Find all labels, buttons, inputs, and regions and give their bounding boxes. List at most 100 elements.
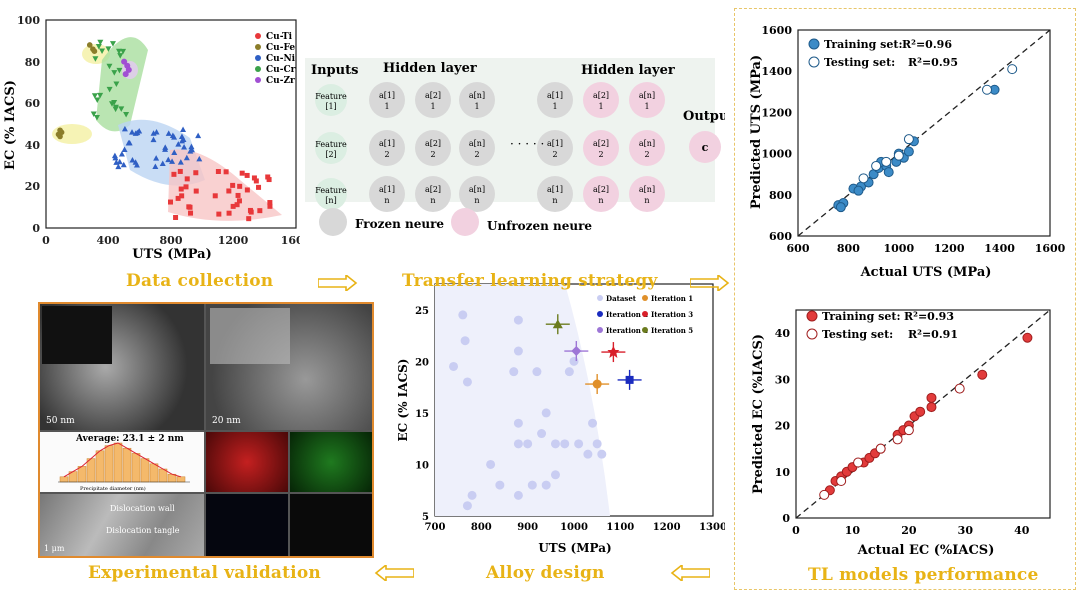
input-node-index: [1]: [325, 102, 336, 111]
ec-test-r2: R²=0.91: [908, 328, 958, 341]
iteration-point: [571, 346, 582, 357]
cu-ni-point: [196, 155, 203, 162]
stage-alloy-design: Alloy design: [486, 563, 605, 583]
cu-cr-point: [91, 93, 98, 99]
hidden-node-index: 2: [474, 150, 479, 159]
x-tick-label: 1600: [281, 234, 300, 247]
cu-cr-point: [105, 46, 112, 52]
histogram-bar: [95, 450, 105, 483]
x-tick-label: 800: [471, 522, 492, 533]
cu-ti-point: [173, 214, 179, 220]
y-tick-label: 10: [775, 466, 791, 479]
cu-ni-point: [180, 126, 187, 133]
hidden-node-label: a[1]: [379, 139, 395, 148]
hidden-node-label: a[2]: [425, 139, 441, 148]
cu-ti-point: [265, 174, 271, 180]
iteration-point: [607, 346, 620, 359]
hidden-node: [537, 176, 573, 212]
cu-ti-point: [266, 177, 272, 183]
cu-ti-point: [236, 198, 242, 204]
y-tick-label: 15: [415, 409, 429, 420]
tem-image-1: 50 nm: [40, 304, 204, 430]
legend-label: Cu-Fe: [266, 43, 295, 53]
ec-train-label: Training set:: [822, 310, 901, 323]
hidden-node-index: 1: [474, 102, 479, 111]
hidden-node: [537, 82, 573, 118]
input-node-index: [n]: [325, 196, 336, 205]
training-point: [1022, 332, 1033, 343]
cu-ti-point: [179, 193, 185, 199]
hidden-node-index: 2: [430, 150, 435, 159]
x-tick-label: 0: [42, 234, 50, 247]
testing-point: [871, 160, 882, 171]
input-node-index: [2]: [325, 150, 336, 159]
x-tick-label: 1300: [699, 522, 725, 533]
y-tick-label: 100: [17, 14, 40, 27]
cu-cr-point: [97, 39, 104, 46]
testing-point: [954, 383, 965, 394]
cu-ni-point: [178, 133, 185, 139]
x-tick-label: 1100: [606, 522, 634, 533]
cu-ti-point: [267, 203, 273, 209]
ec-parity-chart: 0 10 20 30 40 0 10 20 30 40 Training set: R²=0.93…: [751, 309, 1051, 558]
tl-models-panel: [734, 8, 1076, 590]
scatter-y-label: EC (% IACS): [3, 80, 18, 170]
training-point: [926, 392, 937, 403]
output-node: c: [702, 141, 709, 154]
hidden-node-index: 1: [644, 102, 649, 111]
legend-marker: [255, 44, 261, 50]
cu-ti-point: [215, 169, 221, 175]
x-tick-label: 1600: [1035, 242, 1066, 255]
x-tick-label: 1200: [218, 234, 249, 247]
x-tick-label: 800: [160, 234, 183, 247]
testing-point: [836, 476, 847, 487]
hidden-node-label: a[1]: [379, 185, 395, 194]
cu-fe-point: [57, 133, 63, 140]
stage-transfer-learning: Transfer learning strategy: [402, 271, 658, 291]
cu-ni-point: [129, 129, 136, 135]
hidden-node-label: a[1]: [547, 91, 563, 100]
x-tick-label: 30: [958, 524, 974, 537]
legend-marker: [597, 327, 603, 333]
hidden-node-label: a[2]: [425, 185, 441, 194]
histogram-bar: [77, 466, 87, 483]
cu-ti-point: [256, 184, 262, 190]
testing-point: [893, 150, 904, 161]
histogram-bar: [104, 445, 114, 483]
cu-ni-point: [188, 146, 195, 153]
ec-train-r2: R²=0.93: [904, 310, 954, 323]
cu-ni-point: [111, 152, 118, 159]
cu-ti-point: [188, 210, 194, 216]
hidden-node-index: n: [552, 196, 557, 205]
ec-x-label: Actual EC (%IACS): [857, 543, 995, 558]
cu-cr-point: [109, 41, 116, 47]
cu-ni-point: [133, 162, 140, 168]
hidden-node: [459, 176, 495, 212]
micrograph-collage: 50 nm 20 nm Average: 23.1 ± 2 nm Precipi…: [38, 302, 374, 558]
iteration-point: [625, 375, 634, 384]
x-tick-label: 900: [517, 522, 538, 533]
arrow-left-icon: [670, 565, 710, 581]
hidden-node: [537, 130, 573, 166]
testing-point: [892, 434, 903, 445]
uts-y-label: Predicted UTS (MPa): [749, 55, 764, 209]
dataset-point: [460, 336, 470, 346]
hidden-node-label: a[2]: [593, 91, 609, 100]
hidden-layer-label-2: Hidden layer: [581, 63, 675, 78]
hidden-node: [415, 82, 451, 118]
cu-ti-point: [171, 171, 177, 177]
hidden-node-label: a[n]: [469, 91, 485, 100]
x-tick-label: 1000: [883, 242, 914, 255]
testing-point: [875, 443, 886, 454]
hidden-node: [459, 130, 495, 166]
size-histogram: Average: 23.1 ± 2 nm Precipitate diamete…: [40, 432, 204, 492]
cu-ni-point: [150, 136, 157, 143]
scatter-x-label: UTS (MPa): [132, 247, 211, 262]
hidden-node: [415, 130, 451, 166]
dataset-point: [541, 408, 551, 418]
legend-marker: [255, 77, 261, 83]
y-tick-label: 10: [415, 460, 429, 471]
dataset-point: [513, 346, 523, 356]
y-tick-label: 1400: [761, 65, 792, 78]
hidden-layer-label-1: Hidden layer: [383, 61, 477, 76]
